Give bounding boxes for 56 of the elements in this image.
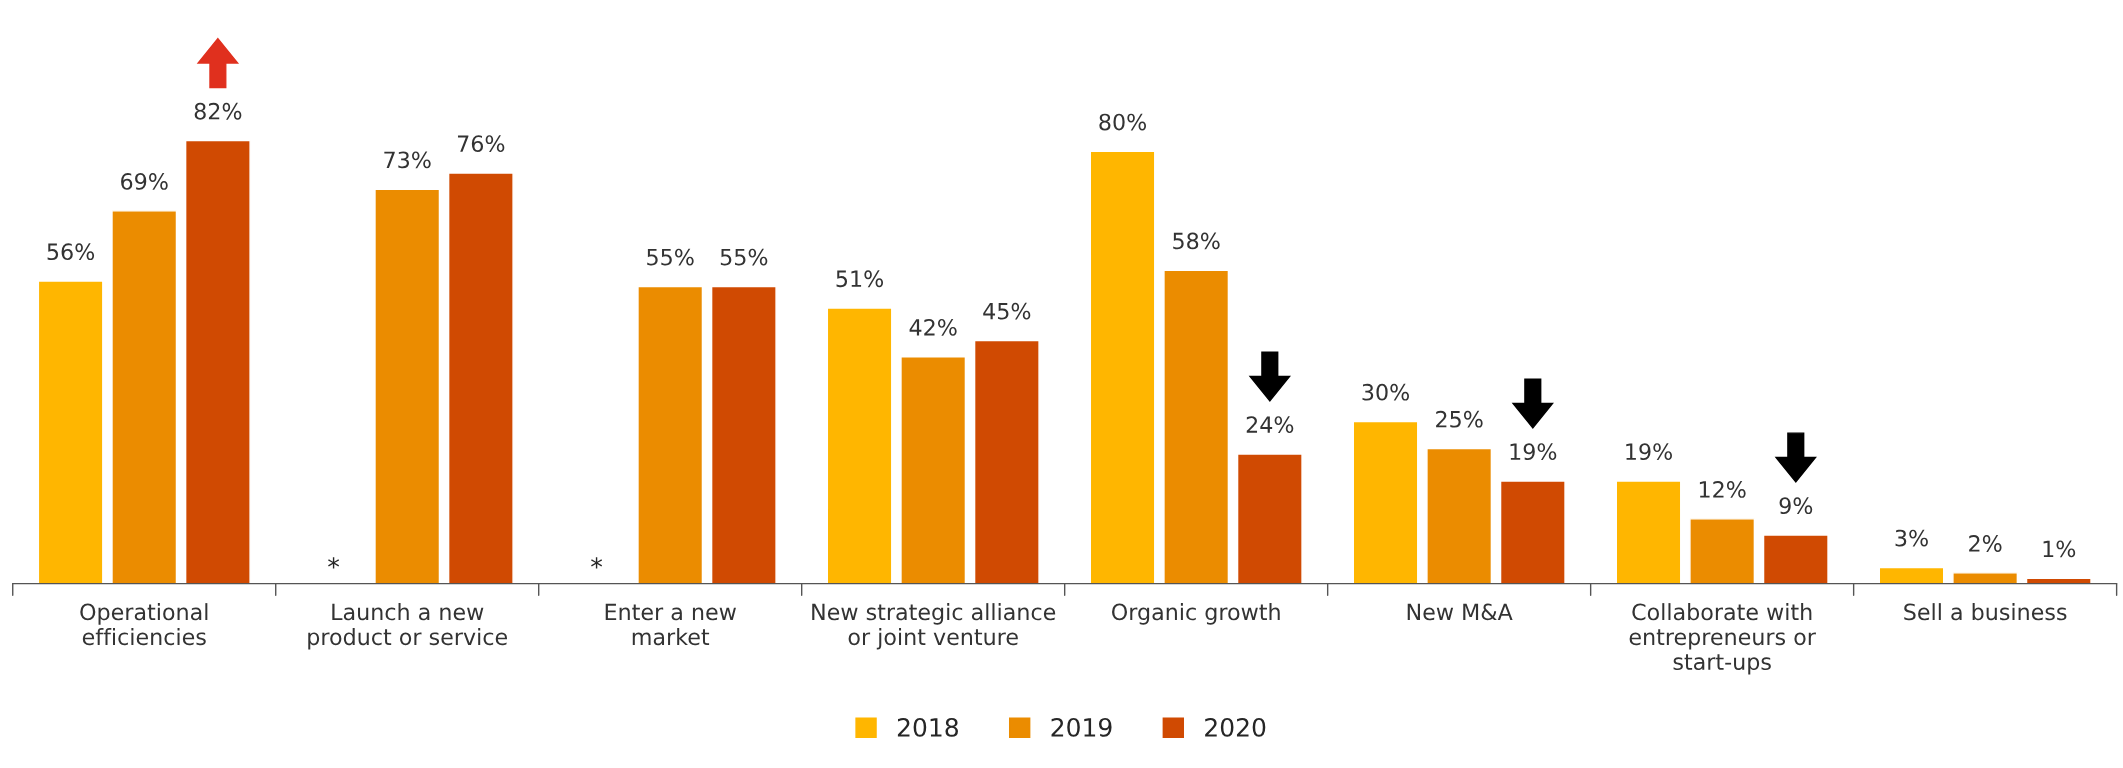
bar [710, 285, 777, 584]
data-label: 73% [384, 151, 431, 169]
data-label: 45% [983, 302, 1031, 320]
data-label: 82% [194, 102, 242, 120]
data-label: 80% [1099, 113, 1147, 131]
x-tick-label: New M&A [1407, 603, 1513, 621]
data-label: 9% [1779, 497, 1813, 515]
data-label: 24% [1246, 416, 1294, 434]
bar [37, 280, 104, 584]
legend-label: 2020 [1205, 717, 1266, 737]
bar [826, 307, 893, 584]
bar [1163, 269, 1230, 584]
data-label: 19% [1626, 443, 1672, 461]
data-label: 55% [647, 248, 694, 266]
data-label: 19% [1510, 443, 1557, 461]
bar [1236, 453, 1303, 584]
data-label: 42% [909, 318, 957, 336]
data-label: 25% [1436, 410, 1483, 428]
data-label: 55% [720, 248, 768, 266]
data-label: 2% [1969, 535, 2002, 552]
bar [447, 172, 514, 584]
bar [1499, 480, 1566, 584]
x-tick-label: Enter a new market [605, 603, 736, 646]
x-tick-label: Operational efficiencies [80, 603, 208, 646]
data-label: 76% [457, 135, 505, 153]
data-label: 30% [1362, 383, 1409, 401]
bar [1689, 518, 1756, 584]
legend-label: 2018 [897, 717, 958, 737]
bar [973, 339, 1040, 584]
bar [1762, 534, 1829, 584]
data-label: 56% [47, 243, 95, 261]
bar [1426, 447, 1493, 584]
x-tick-label: Organic growth [1112, 603, 1280, 625]
annotation: * [591, 557, 603, 569]
bar [1352, 420, 1419, 584]
bar [1952, 572, 2019, 584]
bar [1089, 150, 1156, 584]
bar [637, 285, 704, 584]
data-label: 12% [1699, 481, 1746, 498]
bar [900, 356, 967, 584]
x-tick-label: Collaborate with entrepreneurs or start-ups [1629, 603, 1816, 675]
data-label: 3% [1895, 529, 1928, 547]
data-label: 58% [1173, 232, 1220, 250]
bar [111, 210, 178, 584]
data-label: 51% [836, 270, 884, 288]
legend-label: 2019 [1051, 717, 1112, 737]
bar [184, 139, 251, 584]
data-label: 69% [121, 173, 168, 190]
bar [1615, 480, 1682, 584]
data-label: 1% [2043, 540, 2076, 558]
bar [1878, 566, 1945, 584]
x-tick-label: New strategic alliance or joint venture [812, 603, 1056, 650]
annotation: * [328, 557, 340, 569]
bar [374, 188, 441, 584]
x-tick-label: Sell a business [1904, 603, 2067, 621]
x-tick-label: Launch a new product or service [308, 603, 507, 650]
